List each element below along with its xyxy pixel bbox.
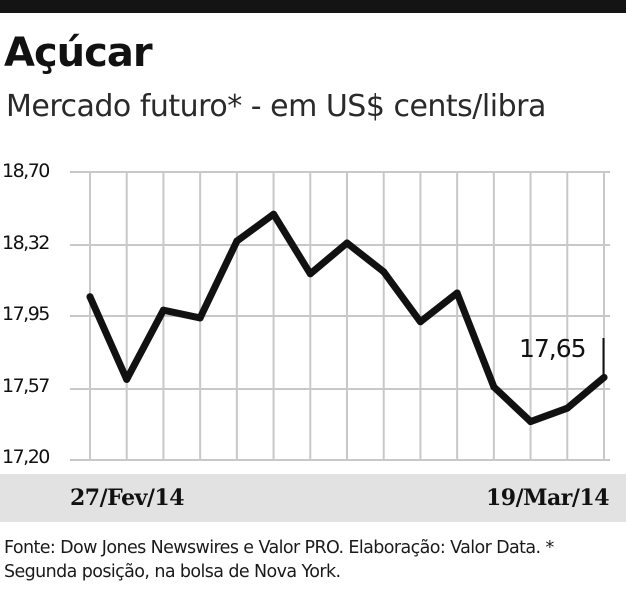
data-point: [416, 318, 424, 326]
y-tick-label: 17,95: [2, 303, 50, 325]
last-value-label: 17,65: [519, 334, 587, 363]
x-end-label: 19/Mar/14: [486, 485, 610, 511]
y-tick-label: 17,57: [2, 375, 50, 397]
line-chart: [70, 171, 610, 461]
y-tick-label: 17,20: [2, 446, 50, 468]
data-point: [563, 404, 571, 412]
data-point: [196, 314, 204, 322]
data-point: [123, 375, 131, 383]
y-tick-label: 18,32: [2, 232, 50, 254]
data-point: [306, 270, 314, 278]
data-point: [527, 418, 535, 426]
data-point: [270, 210, 278, 218]
data-point: [600, 373, 608, 381]
data-point: [86, 293, 94, 301]
x-start-label: 27/Fev/14: [70, 485, 185, 511]
x-axis-band: [0, 474, 626, 522]
source-note: Fonte: Dow Jones Newswires e Valor PRO. …: [4, 538, 554, 582]
top-bar: [0, 0, 626, 13]
data-point: [343, 239, 351, 247]
data-point: [490, 383, 498, 391]
chart-subtitle: Mercado futuro* - em US$ cents/libra: [6, 89, 546, 124]
y-tick-label: 18,70: [2, 160, 50, 182]
data-point: [233, 237, 241, 245]
data-point: [159, 306, 167, 314]
data-point: [453, 289, 461, 297]
chart-title: Açúcar: [4, 30, 153, 76]
data-point: [380, 268, 388, 276]
